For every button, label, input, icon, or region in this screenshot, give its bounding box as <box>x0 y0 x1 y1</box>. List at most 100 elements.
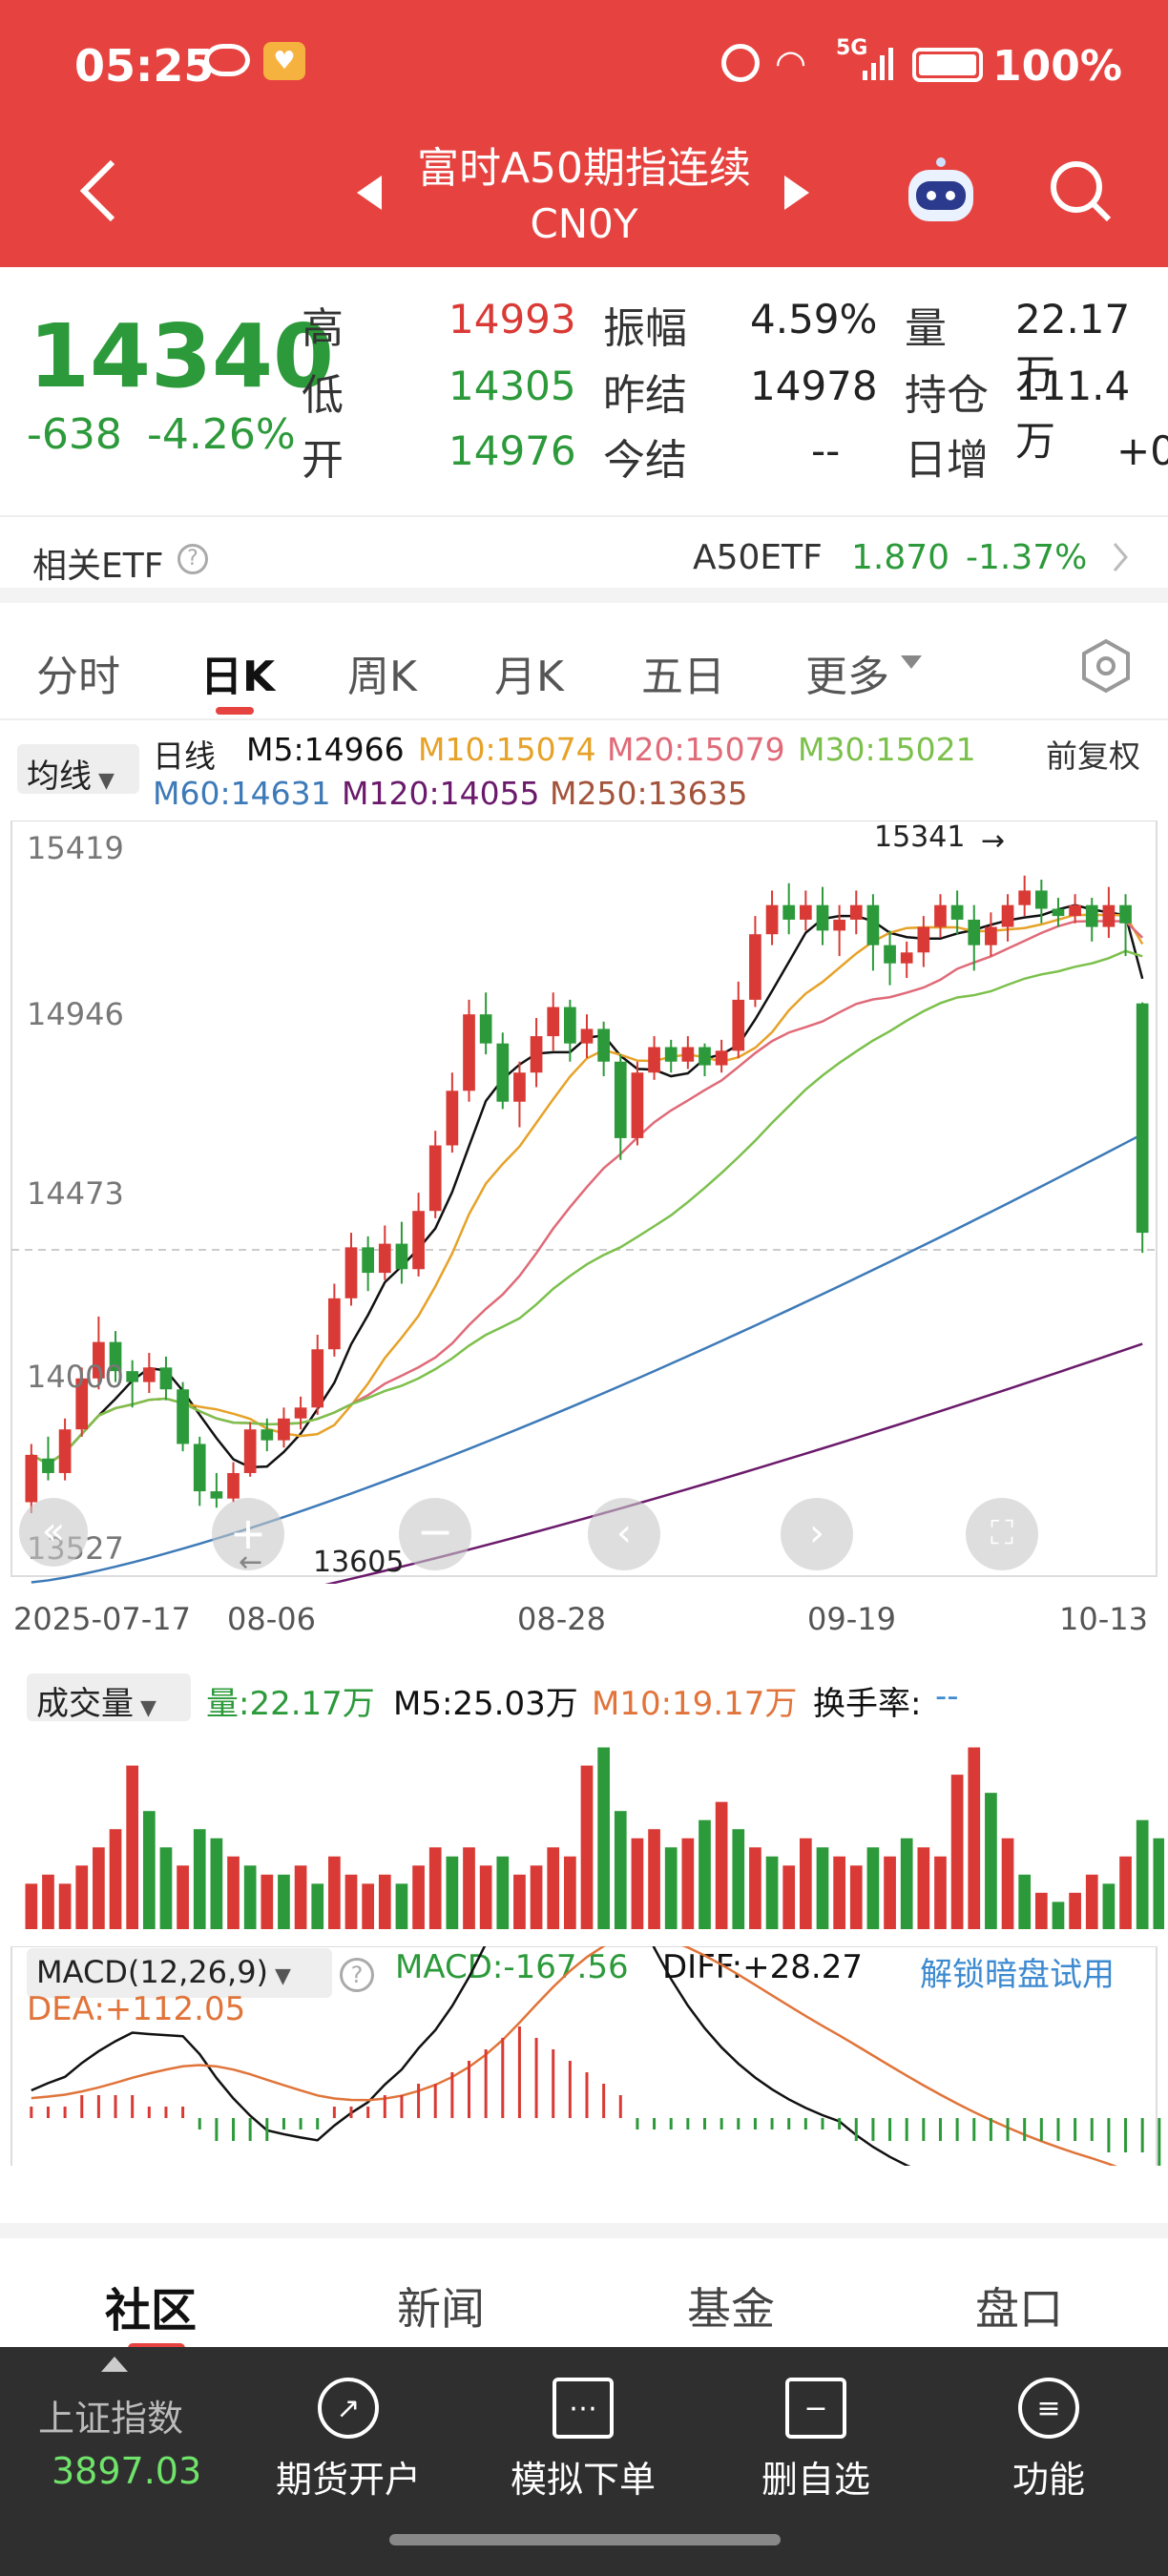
remove-watchlist-label: 删自选 <box>761 2459 870 2501</box>
status-time: 05:25 <box>74 40 215 92</box>
candle <box>749 934 761 1000</box>
turnover-label: 换手率: <box>813 1685 922 1723</box>
volume-bar <box>496 1856 510 1929</box>
tab-order-book[interactable]: 盘口 <box>975 2283 1063 2335</box>
back-button[interactable] <box>74 153 122 229</box>
candle <box>816 904 829 931</box>
macd-chart[interactable] <box>10 1946 1164 2166</box>
ma120-legend: M120:14055 <box>342 775 540 812</box>
eye-icon <box>204 44 250 76</box>
volume-bar <box>900 1838 913 1929</box>
tab-more[interactable]: 更多 <box>805 653 889 701</box>
zoom-out-button[interactable]: − <box>399 1498 471 1570</box>
info-icon[interactable]: ? <box>177 544 208 574</box>
tab-funds[interactable]: 基金 <box>687 2283 775 2335</box>
volume-bar <box>614 1811 627 1929</box>
candle <box>547 1007 560 1037</box>
search-icon[interactable] <box>1048 158 1115 225</box>
high-value: 14993 <box>448 296 576 343</box>
settings-hex-icon[interactable] <box>1078 638 1134 694</box>
scroll-left-fast-button[interactable]: « <box>19 1498 88 1567</box>
tab-daily-k[interactable]: 日K <box>200 653 276 701</box>
volume-bar <box>597 1747 610 1929</box>
amplitude-value: 4.59% <box>750 296 878 343</box>
candle <box>261 1429 274 1441</box>
candle <box>479 1014 492 1044</box>
remove-watchlist-button[interactable]: − 删自选 <box>725 2378 907 2503</box>
adjust-button[interactable]: 前复权 <box>1046 737 1140 775</box>
bottom-tabs: 社区 新闻 基金 盘口 <box>0 2223 1168 2353</box>
scroll-left-button[interactable]: ‹ <box>588 1498 660 1570</box>
volume-bar <box>833 1856 845 1929</box>
next-contract-button[interactable] <box>782 174 811 212</box>
price-tick-2: 14946 <box>27 996 124 1032</box>
candle <box>25 1454 38 1503</box>
candle <box>833 919 845 931</box>
candle <box>446 1091 459 1146</box>
related-etf-row[interactable]: 相关ETF ? A50ETF 1.870 -1.37% <box>0 515 1168 603</box>
volume-chart[interactable] <box>10 1717 1164 1937</box>
simulated-order-button[interactable]: ⋯ 模拟下单 <box>492 2378 674 2503</box>
tab-weekly-k[interactable]: 周K <box>347 653 417 701</box>
fullscreen-button[interactable]: ⛶ <box>966 1498 1038 1570</box>
volume-bar <box>479 1865 492 1929</box>
daily-change-label: 日增 <box>905 436 989 485</box>
battery-icon <box>912 48 983 82</box>
zoom-in-button[interactable]: + <box>212 1498 284 1570</box>
volume-value: 量:22.17万 <box>206 1685 375 1723</box>
ma30-line <box>31 949 1143 1465</box>
volume-bar <box>547 1847 560 1929</box>
macd-selector[interactable]: MACD(12,26,9) ▼ <box>27 1948 332 1998</box>
ma30-legend: M30:15021 <box>798 731 976 768</box>
candle <box>428 1145 442 1212</box>
candle <box>294 1407 307 1419</box>
prev-contract-button[interactable] <box>355 174 384 212</box>
tab-intraday[interactable]: 分时 <box>36 653 120 701</box>
tab-news[interactable]: 新闻 <box>397 2283 485 2335</box>
functions-button[interactable]: ≡ 功能 <box>958 2378 1139 2503</box>
candle <box>968 919 981 945</box>
page-title: 富时A50期指连续 <box>416 144 752 193</box>
volume-bar <box>799 1838 812 1929</box>
volume-bar <box>530 1865 543 1929</box>
candle <box>278 1418 290 1441</box>
volume-bar <box>261 1874 274 1929</box>
volume-bar <box>227 1856 240 1929</box>
volume-bar <box>699 1819 711 1929</box>
volume-bar <box>866 1847 880 1929</box>
volume-bar <box>159 1847 173 1929</box>
volume-bar <box>1034 1892 1048 1929</box>
caret-up-icon <box>101 2357 128 2374</box>
candle <box>884 945 896 964</box>
etf-price: 1.870 <box>851 538 950 577</box>
unlock-trial-link[interactable]: 解锁暗盘试用 <box>920 1956 1115 1994</box>
scroll-right-button[interactable]: › <box>781 1498 853 1570</box>
index-name[interactable]: 上证指数 <box>38 2398 184 2440</box>
low-label: 低 <box>302 371 344 420</box>
tab-community[interactable]: 社区 <box>105 2284 198 2337</box>
futures-account-button[interactable]: ↗ 期货开户 <box>258 2378 439 2503</box>
volume-bar <box>142 1811 156 1929</box>
candle <box>564 1007 576 1044</box>
open-interest-value: 111.4万 <box>1015 363 1131 465</box>
tab-monthly-k[interactable]: 月K <box>494 653 564 701</box>
ma5-legend: M5:14966 <box>246 731 405 768</box>
tab-five-day[interactable]: 五日 <box>641 653 725 701</box>
candlestick-chart[interactable] <box>10 821 1164 1584</box>
wifi-icon: ◠ <box>775 42 807 84</box>
volume-bar <box>311 1883 324 1929</box>
candle <box>1119 904 1132 924</box>
volume-selector[interactable]: 成交量 ▼ <box>27 1673 191 1723</box>
candle <box>900 952 913 964</box>
last-price: 14340 <box>29 305 335 407</box>
signal-icon: 5G <box>836 36 868 60</box>
candle <box>648 1047 660 1073</box>
ma-selector[interactable]: 均线 ▼ <box>17 744 139 796</box>
menu-icon: ≡ <box>1018 2378 1079 2439</box>
volume-bar <box>109 1829 122 1929</box>
candle <box>362 1247 375 1274</box>
volume-bar <box>42 1874 54 1929</box>
robot-assistant-icon[interactable] <box>903 156 979 225</box>
index-value[interactable]: 3897.03 <box>52 2450 202 2492</box>
help-icon[interactable]: ? <box>340 1958 374 1992</box>
